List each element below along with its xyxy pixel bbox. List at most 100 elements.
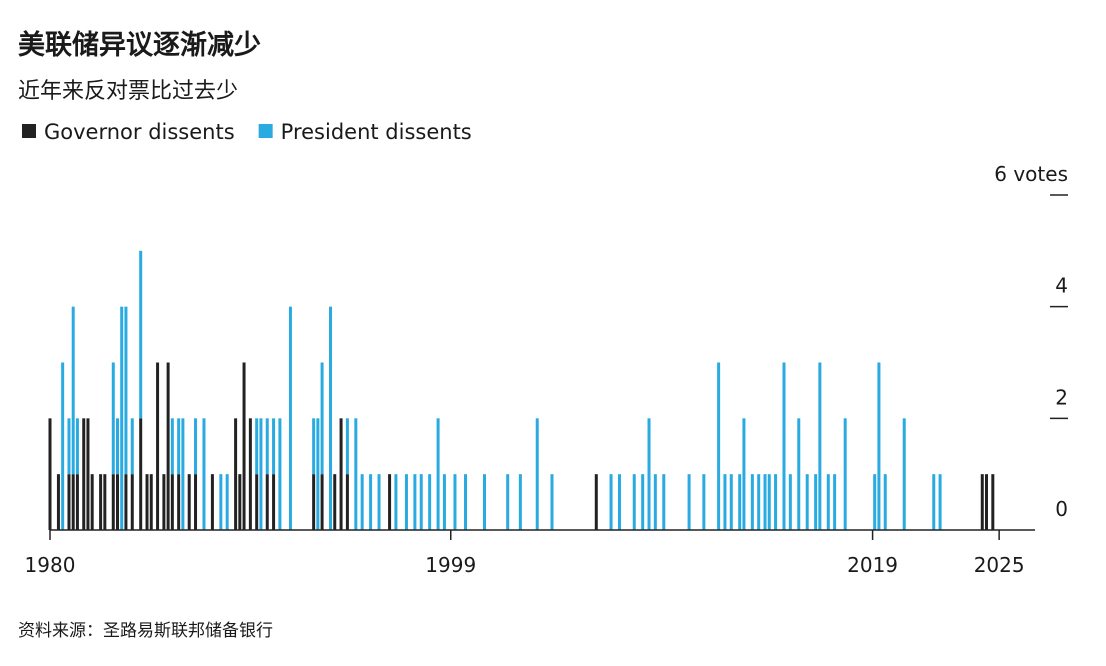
bar (124, 306, 128, 475)
bar (763, 474, 767, 530)
bar (272, 418, 276, 475)
bar (991, 474, 995, 530)
bar (428, 474, 432, 530)
bar (71, 474, 75, 530)
bar (312, 474, 316, 530)
bar (75, 418, 79, 475)
bar (71, 306, 75, 475)
bar (641, 474, 645, 530)
bar (404, 474, 408, 530)
bar (111, 474, 115, 530)
bar (902, 418, 906, 530)
bar (932, 474, 936, 530)
bar (90, 474, 94, 530)
bar (156, 362, 160, 530)
bar (145, 474, 149, 530)
bar (535, 418, 539, 530)
bar (219, 474, 223, 530)
bar (345, 474, 349, 530)
bar (653, 474, 657, 530)
bar (255, 418, 259, 475)
bar (647, 418, 651, 530)
bar (883, 474, 887, 530)
y-tick-label: 4 (1055, 274, 1068, 298)
bar (594, 474, 598, 530)
bar (984, 474, 988, 530)
bar (225, 474, 229, 530)
bar (550, 474, 554, 530)
bar (877, 362, 881, 530)
bar (181, 418, 185, 530)
bar (170, 418, 174, 475)
bar (662, 474, 666, 530)
bar (980, 474, 984, 530)
bar (278, 418, 282, 530)
x-tick-label: 2019 (847, 553, 898, 577)
bar (345, 418, 349, 475)
bar (312, 418, 316, 475)
bar (272, 474, 276, 530)
bar (369, 474, 373, 530)
bar (242, 362, 246, 530)
bar (162, 474, 166, 530)
bar (774, 474, 778, 530)
bar (82, 418, 86, 530)
x-tick-label: 1980 (25, 553, 76, 577)
bar (111, 362, 115, 475)
bar (234, 418, 238, 530)
bar (99, 474, 103, 530)
bar (814, 474, 818, 530)
bar (388, 474, 392, 530)
bar (166, 362, 170, 530)
bar (265, 474, 269, 530)
bar (938, 474, 942, 530)
legend-label: President dissents (281, 120, 472, 144)
bar (333, 474, 337, 530)
bar (742, 418, 746, 530)
bar (723, 474, 727, 530)
bar (717, 362, 721, 530)
bar (139, 250, 143, 419)
bar (320, 362, 324, 475)
bar (805, 474, 809, 530)
bar (115, 474, 119, 530)
chart-title: 美联储异议逐渐减少 (18, 29, 261, 61)
legend-label: Governor dissents (44, 120, 235, 144)
chart-subtitle: 近年来反对票比过去少 (18, 79, 238, 104)
bar (687, 474, 691, 530)
bar (826, 474, 830, 530)
bar (750, 474, 754, 530)
bar (149, 474, 153, 530)
bar (738, 474, 742, 530)
bar (788, 474, 792, 530)
bar (518, 474, 522, 530)
bar (360, 474, 364, 530)
bar (48, 418, 52, 530)
bar (103, 474, 107, 530)
bar (115, 418, 119, 475)
bar (873, 474, 877, 530)
bar (210, 474, 214, 530)
bar (265, 418, 269, 475)
legend-swatch (22, 124, 36, 138)
bar (86, 418, 90, 530)
bar (329, 306, 333, 530)
bar (632, 474, 636, 530)
bar (177, 418, 181, 475)
bar (177, 474, 181, 530)
bar (67, 418, 71, 475)
bar (818, 362, 822, 530)
bar (464, 474, 468, 530)
bar (56, 474, 60, 530)
bar (67, 474, 71, 530)
bar (394, 474, 398, 530)
bar (316, 418, 320, 530)
bar (702, 474, 706, 530)
bar (729, 474, 733, 530)
y-tick-label: 2 (1055, 385, 1068, 409)
bar (130, 418, 134, 475)
bar (248, 418, 252, 530)
bar (377, 474, 381, 530)
bar (120, 306, 124, 530)
